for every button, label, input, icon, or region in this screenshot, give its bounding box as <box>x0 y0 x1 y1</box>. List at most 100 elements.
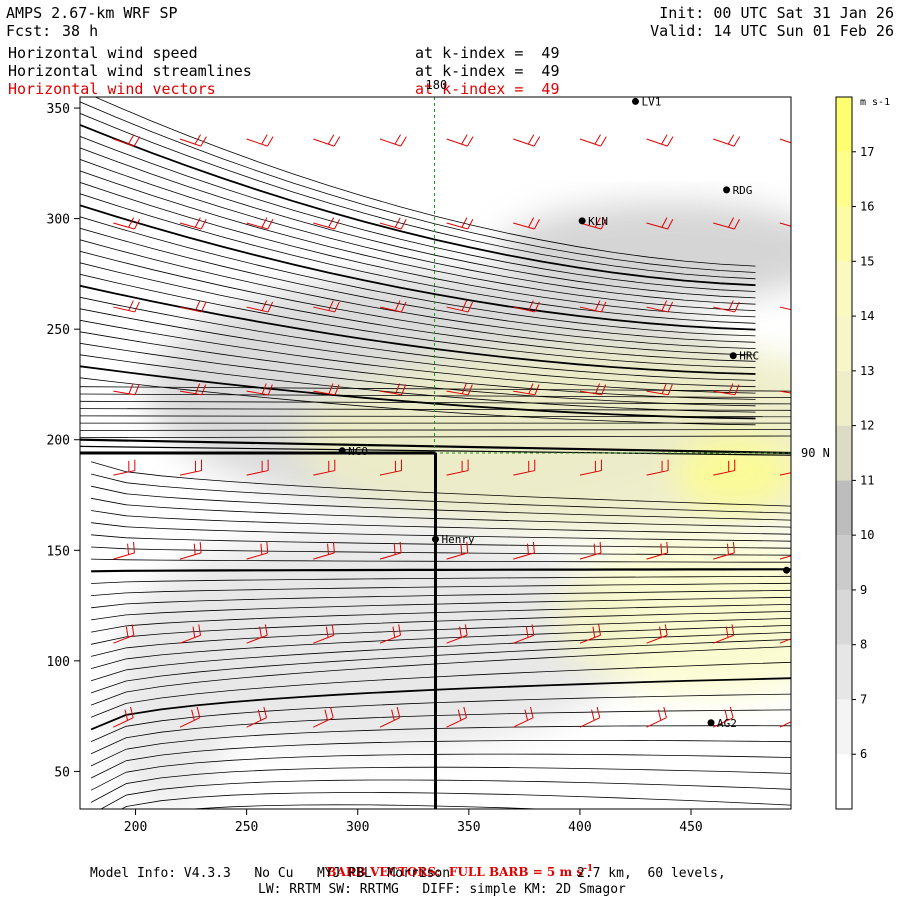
streamline <box>90 740 791 779</box>
barb-flag <box>595 383 601 394</box>
streamline <box>91 611 791 645</box>
barb-shaft <box>646 717 667 728</box>
barb-flag <box>133 541 135 553</box>
x-tick-label: 450 <box>679 820 702 835</box>
barb-shaft <box>446 634 468 644</box>
barb-flag <box>600 136 607 147</box>
wind-barb <box>713 217 740 230</box>
barb-shaft <box>779 138 791 144</box>
barb-shaft <box>179 552 202 560</box>
wind-barb <box>646 300 674 313</box>
barb-flag <box>467 384 473 395</box>
wind-barb <box>246 459 269 476</box>
colorbar-label: 13 <box>860 364 874 378</box>
barb-shaft <box>779 555 791 560</box>
barb-note: BARB VECTORS: FULL BARB = 5 m s-1 <box>318 850 593 879</box>
barb-flag <box>325 626 329 638</box>
streamline <box>90 661 791 718</box>
barb-flag <box>128 383 134 394</box>
barb-flag <box>664 624 668 636</box>
barb-flag <box>795 301 800 311</box>
wind-barb <box>179 217 207 230</box>
wind-barb <box>379 706 401 728</box>
barb-shaft <box>646 390 669 396</box>
forecast-label: Fcst: <box>6 22 52 40</box>
wind-barb <box>379 459 402 476</box>
barb-flag <box>334 219 340 230</box>
barb-shaft <box>313 138 335 147</box>
barb-flag <box>729 706 734 718</box>
wind-barb <box>113 706 134 728</box>
barb-shaft <box>646 306 669 313</box>
streamline <box>80 262 756 362</box>
colorbar-segment <box>836 425 852 481</box>
barb-flag <box>396 706 401 718</box>
barb-flag <box>133 136 141 147</box>
barb-shaft <box>446 306 469 313</box>
barb-shaft <box>113 634 135 644</box>
colorbar-frame <box>835 96 853 810</box>
barb-shaft <box>113 222 135 230</box>
station-marker <box>338 447 346 455</box>
barb-flag <box>134 219 141 230</box>
barb-shaft <box>713 717 734 728</box>
streamline <box>90 709 791 755</box>
y-tick-label: 300 <box>47 213 70 228</box>
barb-shaft <box>446 552 468 560</box>
colorbar-segment <box>836 754 852 809</box>
barb-flag <box>797 707 800 718</box>
barb-flag <box>201 384 207 395</box>
barb-shaft <box>446 717 467 728</box>
field-level-speed: at k-index = 49 <box>415 44 560 62</box>
barb-flag <box>527 134 535 145</box>
barb-flag <box>599 541 602 553</box>
wind-barb <box>179 300 207 313</box>
barb-shaft <box>579 717 600 728</box>
barb-shaft <box>713 470 735 476</box>
wind-barb <box>513 217 540 230</box>
streamline <box>80 159 756 305</box>
barb-shaft <box>646 552 668 560</box>
barb-flag <box>601 384 607 395</box>
barb-shaft <box>646 222 668 230</box>
streamline <box>80 113 756 280</box>
wind-barb <box>446 706 467 728</box>
colorbar-segment <box>836 535 852 590</box>
barb-flag <box>728 300 734 311</box>
wind-barb <box>313 383 340 396</box>
barb-shaft <box>713 634 734 644</box>
barb-shaft <box>579 634 601 644</box>
barb-flag <box>528 383 534 394</box>
x-tick-label: 250 <box>235 820 258 835</box>
barb-flag <box>801 219 806 229</box>
valid-time: Valid: 14 UTC Sun 01 Feb 26 <box>650 22 894 40</box>
barb-flag <box>733 219 740 230</box>
barb-flag <box>328 300 334 311</box>
barb-shaft <box>713 138 735 147</box>
streamline <box>80 429 791 431</box>
barb-flag <box>466 136 474 147</box>
cross-section-right-label: 90 N <box>801 446 830 460</box>
streamline <box>80 342 756 407</box>
barb-flag <box>802 385 806 395</box>
barb-flag <box>795 135 801 144</box>
barb-flag <box>394 300 401 311</box>
wind-barb <box>513 383 540 396</box>
wind-chart: 180 90 N LV1 RDG KLN HRC NCO Henry AG2 200 250 30… <box>47 78 891 835</box>
barb-flag <box>666 136 674 147</box>
barb-shaft <box>246 470 269 476</box>
y-tick-label: 100 <box>47 655 70 670</box>
barb-note-text: BARB VECTORS: FULL BARB = 5 m s <box>326 865 584 879</box>
field-name-speed: Horizontal wind speed <box>8 44 198 62</box>
barb-shaft <box>513 390 536 396</box>
barb-flag <box>801 302 806 312</box>
colorbar-unit: m s-1 <box>860 97 890 108</box>
barb-shaft <box>179 717 201 728</box>
barb-shaft <box>313 222 335 230</box>
plot-frame <box>79 96 792 810</box>
model-title: AMPS 2.67-km WRF SP <box>6 4 178 22</box>
streamline <box>91 568 791 573</box>
barb-shaft <box>179 390 202 396</box>
wind-barb <box>713 383 740 396</box>
streamline <box>189 804 549 809</box>
